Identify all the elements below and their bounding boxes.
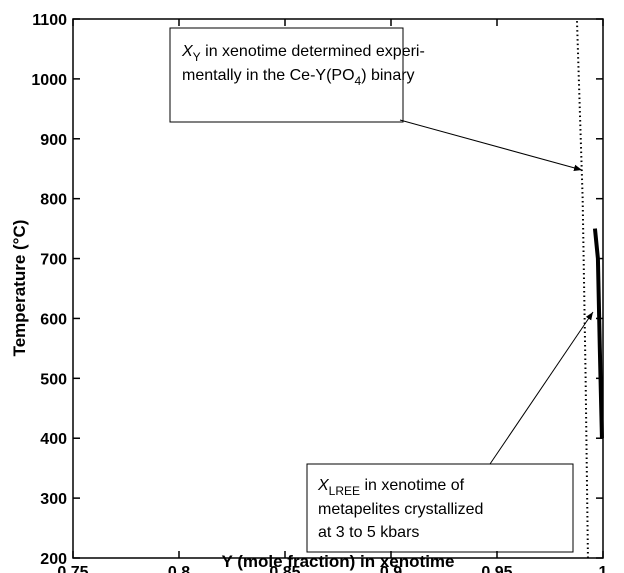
annotation-text: XY in xenotime determined experi-: [181, 43, 425, 64]
y-axis-label: Temperature (°C): [10, 220, 29, 357]
y-tick-label: 300: [40, 491, 67, 508]
y-tick-label: 200: [40, 551, 67, 568]
annotation-box: [306, 463, 574, 553]
data-line: [592, 228, 604, 439]
annotation-1: XY in xenotime determined experi- mental…: [169, 27, 583, 171]
x-tick-label: 0.8: [168, 564, 190, 573]
annotation-text: mentally in the Ce-Y(PO4) binary: [182, 67, 415, 88]
x-tick-label: 0.95: [481, 564, 512, 573]
annotation-arrow: [489, 311, 594, 465]
x-tick-label: 0.85: [269, 564, 300, 573]
y-tick-label: 500: [40, 371, 67, 388]
annotation-text: XLREE in xenotime of: [317, 477, 465, 498]
annotation-2: XLREE in xenotime of metapelites crystal…: [306, 311, 594, 553]
x-axis-label: Y (mole fraction) in xenotime: [221, 552, 454, 571]
annotation-text: metapelites crystallized: [318, 501, 483, 518]
annotation-box: [169, 27, 404, 123]
y-tick-label: 900: [40, 132, 67, 149]
y-tick-label: 800: [40, 192, 67, 209]
plot-frame: [72, 18, 604, 559]
annotation-text: at 3 to 5 kbars: [318, 524, 419, 541]
annotation-arrow: [399, 119, 583, 171]
y-tick-label: 1100: [32, 12, 67, 29]
y-tick-label: 400: [40, 431, 67, 448]
y-tick-label: 700: [40, 252, 67, 269]
y-tick-label: 1000: [31, 72, 67, 89]
x-tick-label: 0.9: [380, 564, 402, 573]
x-tick-label: 1: [599, 564, 608, 573]
x-tick-label: 0.75: [57, 564, 88, 573]
y-tick-label: 600: [40, 311, 67, 328]
data-line: [575, 18, 589, 559]
